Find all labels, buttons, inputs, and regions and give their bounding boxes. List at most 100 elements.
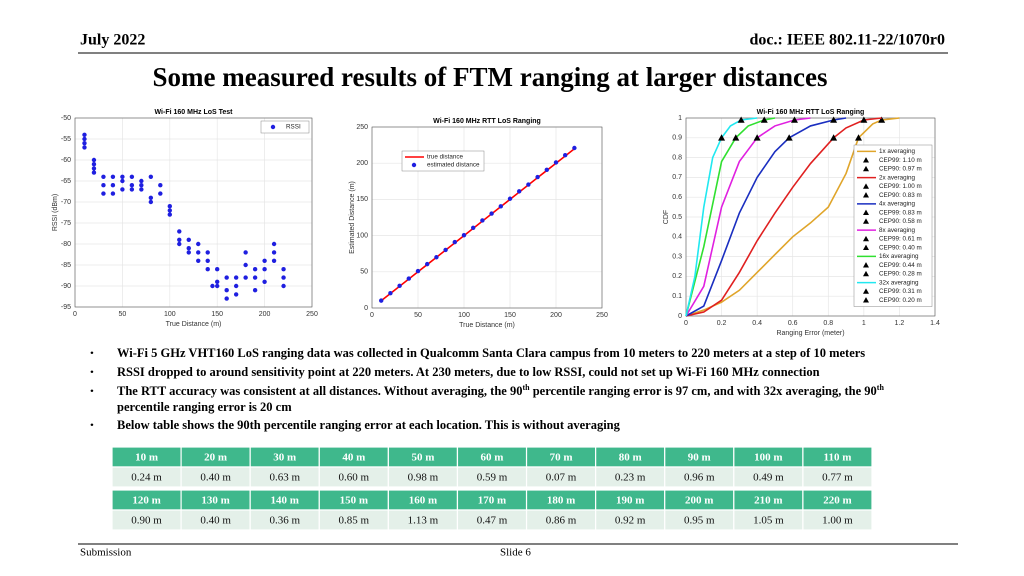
plot-frame (74, 117, 313, 308)
bullet-dot: • (90, 348, 94, 360)
legend-symbol (863, 235, 869, 242)
x-tick-label: 0.8 (823, 320, 833, 327)
data-point (406, 276, 411, 281)
x-tick-label: 150 (504, 312, 516, 319)
legend-label: 32x averaging (879, 279, 919, 286)
legend-symbol (863, 270, 869, 277)
y-tick-label: 0.6 (672, 194, 682, 201)
data-point (553, 160, 559, 165)
legend-label: 8x averaging (879, 227, 916, 234)
table-header: 130 m (201, 495, 229, 507)
legend-label: 1x averaging (879, 148, 916, 155)
table-value: 0.23 m (615, 472, 646, 484)
data-point (480, 218, 485, 223)
plot-frame (371, 126, 603, 309)
data-point (397, 283, 402, 289)
legend: RSSI (260, 120, 310, 134)
cep-marker (790, 116, 798, 123)
data-point (563, 152, 568, 158)
legend-box (853, 144, 933, 307)
data-point (82, 132, 87, 137)
y-tick-label: -55 (61, 136, 71, 143)
bullet-span: Below table shows the 90th percentile ra… (117, 418, 621, 432)
table-value: 1.05 m (753, 515, 784, 527)
table-header: 140 m (271, 495, 299, 507)
bullet-text: Wi-Fi 5 GHz VHT160 LoS ranging data was … (117, 346, 865, 360)
chart: 0 50 100 150 200 250 -95 -90 -85 -80 -75 -70 -65 -60 -… (52, 109, 318, 328)
data-point (186, 237, 191, 242)
cep-marker (760, 116, 768, 123)
y-tick-label: 50 (360, 269, 368, 276)
data-point (271, 241, 277, 247)
bullet-span: percentile ranging error is 97 cm, and w… (530, 384, 877, 398)
data-point (91, 166, 97, 171)
table-header: 220 m (823, 495, 851, 507)
data-line (380, 148, 575, 302)
data-point (243, 262, 248, 268)
x-tick-label: 200 (550, 312, 562, 319)
x-tick-label: 0 (684, 320, 688, 327)
x-tick-label: 1.2 (895, 320, 905, 327)
x-tick-label: 0.2 (717, 320, 727, 327)
data-point (158, 183, 163, 188)
table-value: 0.85 m (339, 515, 370, 527)
data-point (461, 233, 467, 238)
legend-label: CEP90: 0.20 m (879, 297, 922, 304)
y-tick-label: -90 (61, 283, 71, 290)
data-point (129, 187, 135, 192)
cep-marker (860, 116, 868, 123)
data-point (177, 237, 182, 242)
legend-symbol (863, 183, 869, 189)
x-tick-label: 0 (73, 311, 77, 318)
legend-label: CEP99: 1.00 m (879, 183, 922, 190)
data-point (139, 187, 144, 192)
data-point (110, 183, 116, 188)
cep-marker (830, 116, 838, 123)
data-point (139, 183, 144, 188)
table-value: 0.96 m (684, 472, 715, 484)
x-axis-label: True Distance (m) (166, 321, 222, 328)
data-point (205, 258, 210, 263)
table-value: 0.63 m (269, 472, 300, 484)
data-point (281, 275, 286, 280)
legend-label: 16x averaging (879, 253, 919, 260)
data-point (186, 250, 191, 255)
legend-box (260, 120, 310, 134)
data-point (388, 291, 393, 296)
legend-label: CEP90: 0.28 m (879, 271, 922, 278)
data-point (452, 239, 457, 245)
cep-marker (732, 134, 740, 141)
x-tick-label: 50 (414, 312, 422, 319)
data-point (471, 225, 476, 230)
table-value: 0.90 m (131, 515, 162, 527)
table-value: 1.13 m (408, 515, 439, 527)
data-point (224, 296, 229, 301)
y-tick-label: 0.5 (672, 214, 682, 221)
x-tick-label: 1.4 (930, 320, 940, 327)
superscript: th (877, 383, 885, 392)
data-point (91, 157, 97, 163)
x-tick-label: 250 (306, 311, 318, 318)
bullet-text: Below table shows the 90th percentile ra… (117, 418, 621, 432)
cep-marker (878, 116, 886, 123)
data-point (252, 288, 258, 293)
cep-marker (737, 116, 745, 123)
data-line (685, 117, 811, 317)
data-point (215, 279, 220, 284)
data-point (262, 267, 267, 272)
y-axis-label: CDF (663, 210, 670, 224)
data-point (215, 267, 220, 272)
data-point (443, 247, 448, 253)
data-point (82, 136, 87, 142)
data-point (271, 258, 277, 263)
legend-symbol (863, 297, 869, 303)
data-point (82, 141, 87, 146)
x-tick-label: 150 (211, 311, 223, 318)
bullet-span: percentile ranging error is 20 cm (117, 400, 292, 414)
legend-label: estimated distance (427, 162, 480, 169)
legend-label: CEP99: 0.83 m (879, 209, 922, 216)
data-point (262, 258, 267, 263)
table-header: 30 m (273, 452, 296, 464)
y-tick-label: -85 (61, 262, 71, 269)
